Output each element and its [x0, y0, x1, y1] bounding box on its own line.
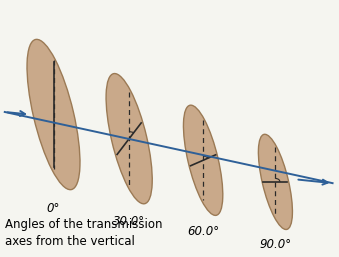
Ellipse shape — [258, 134, 293, 230]
Ellipse shape — [106, 74, 152, 204]
Text: 0°: 0° — [47, 202, 60, 215]
Ellipse shape — [27, 39, 80, 190]
Text: 30.0°: 30.0° — [113, 215, 145, 228]
Text: 90.0°: 90.0° — [259, 238, 292, 251]
Text: 60.0°: 60.0° — [187, 225, 219, 238]
Text: Angles of the transmission
axes from the vertical: Angles of the transmission axes from the… — [5, 218, 162, 248]
Ellipse shape — [183, 105, 223, 215]
